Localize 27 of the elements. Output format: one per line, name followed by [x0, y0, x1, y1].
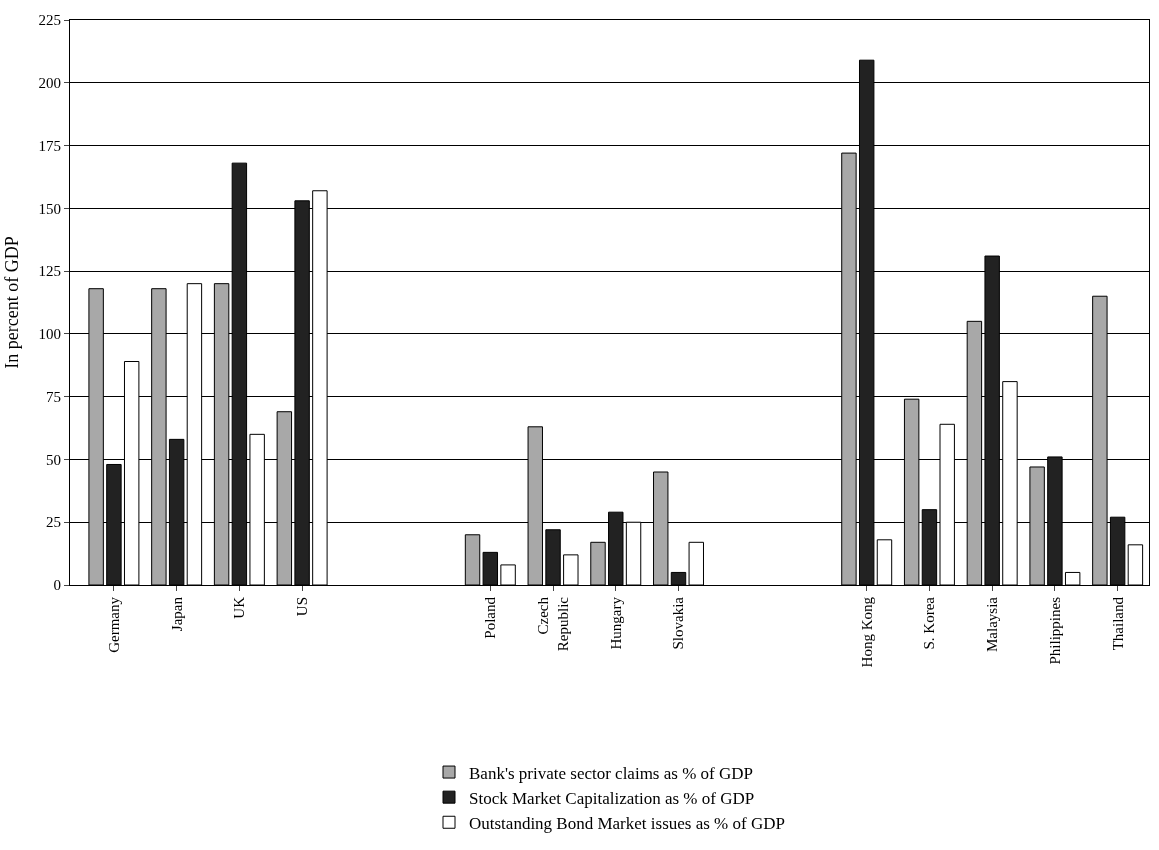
y-tick-label: 50 — [46, 451, 61, 468]
x-tick-label: Thailand — [1109, 596, 1126, 651]
legend-label: Bank's private sector claims as % of GDP — [469, 763, 753, 783]
x-tick-label: Germany — [105, 596, 122, 653]
y-tick-label: 75 — [46, 388, 61, 405]
y-tick-label: 175 — [38, 137, 61, 154]
legend-label: Outstanding Bond Market issues as % of GDP — [469, 813, 785, 833]
x-tick-label: Hungary — [607, 596, 624, 650]
y-tick-label: 225 — [38, 12, 61, 29]
x-tick-label: Philippines — [1046, 596, 1063, 665]
x-tick-label: UK — [231, 596, 248, 619]
x-tick-label: Hong Kong — [858, 596, 875, 668]
x-tick-label: Malaysia — [984, 596, 1001, 652]
x-tick-label: Poland — [482, 596, 499, 639]
legend-label: Stock Market Capitalization as % of GDP — [469, 788, 755, 808]
y-tick-label: 25 — [46, 514, 61, 531]
y-tick-label: 125 — [38, 263, 61, 280]
x-tick-label: Czech Republic — [535, 596, 571, 652]
y-tick-label: 100 — [38, 326, 61, 343]
x-tick-label: US — [293, 597, 310, 617]
y-tick-label: 0 — [53, 577, 61, 594]
x-tick-label: Slovakia — [670, 596, 687, 650]
y-tick-label: 150 — [38, 200, 61, 217]
y-axis-title: In percent of GDP — [1, 236, 22, 369]
y-tick-label: 200 — [38, 75, 61, 92]
x-tick-label: S. Korea — [921, 596, 938, 650]
x-tick-label: Japan — [168, 596, 185, 632]
